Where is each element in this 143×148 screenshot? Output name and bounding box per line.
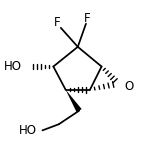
Text: HO: HO xyxy=(19,124,37,137)
Text: F: F xyxy=(54,16,61,29)
Text: O: O xyxy=(125,80,134,93)
Polygon shape xyxy=(66,90,82,112)
Text: F: F xyxy=(84,12,91,25)
Text: HO: HO xyxy=(3,60,21,73)
